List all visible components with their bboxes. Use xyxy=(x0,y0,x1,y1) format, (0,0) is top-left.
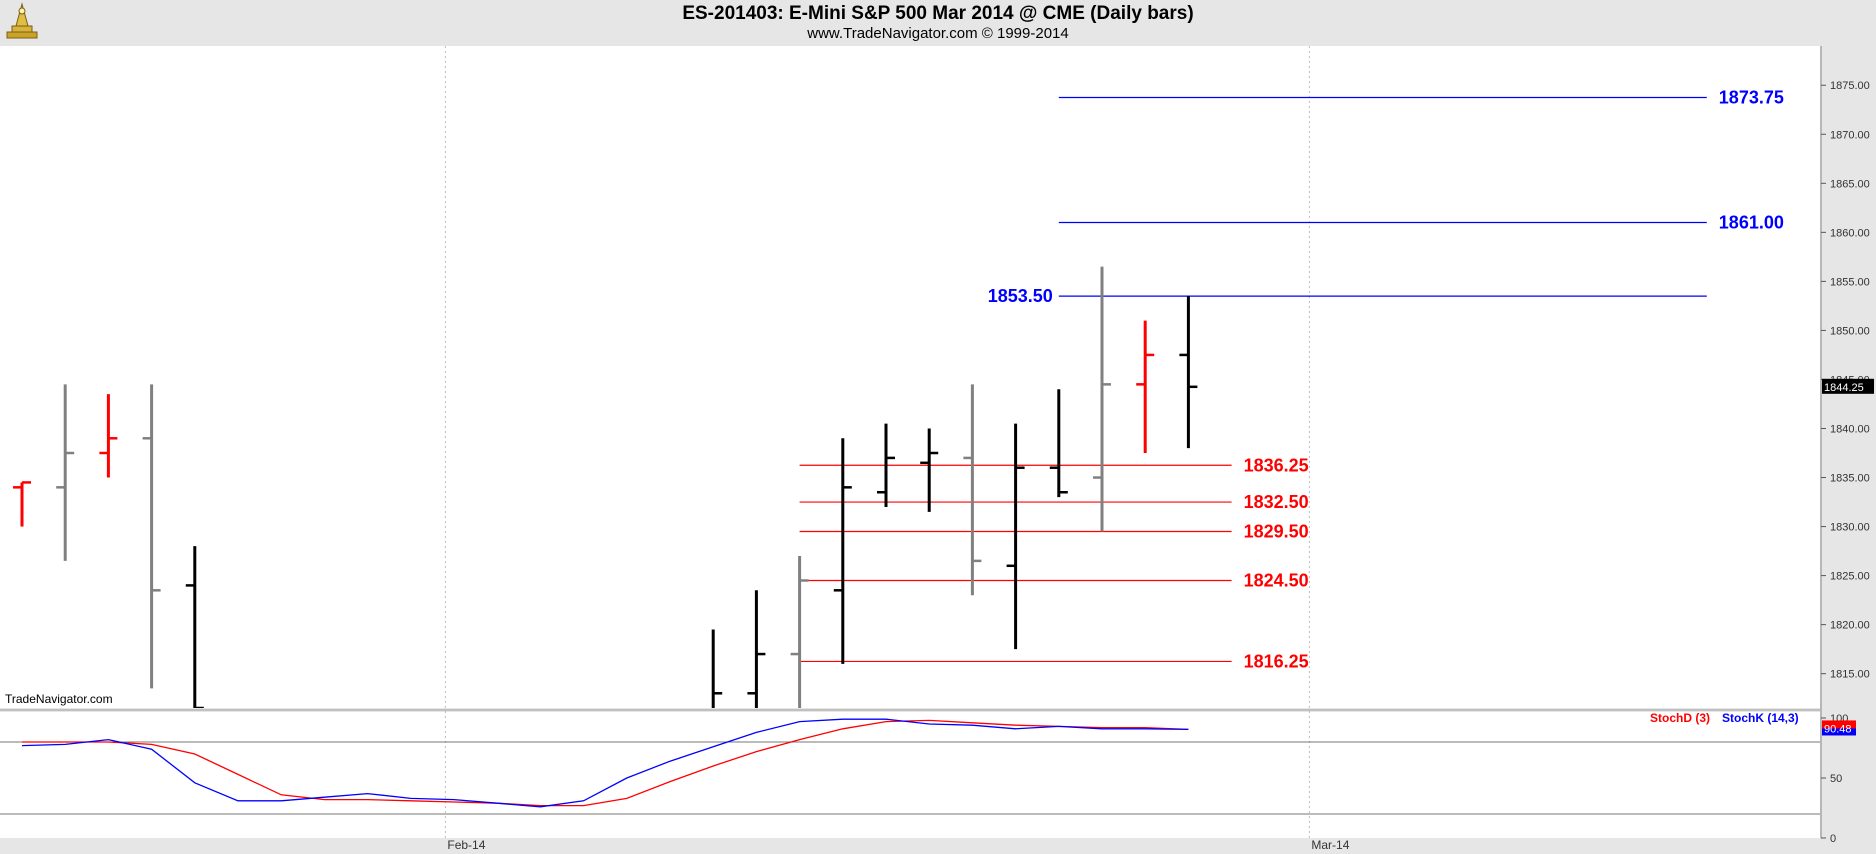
resistance-level-label: 1873.75 xyxy=(1719,87,1784,107)
price-tick-label: 1840.00 xyxy=(1830,423,1870,435)
support-level-label: 1829.50 xyxy=(1244,521,1309,541)
ohlc-bar[interactable] xyxy=(790,555,809,708)
ohlc-bar[interactable] xyxy=(877,423,895,507)
price-tick-label: 1820.00 xyxy=(1830,620,1870,632)
support-level-label: 1824.50 xyxy=(1244,571,1309,591)
price-tick-label: 1835.00 xyxy=(1830,473,1870,485)
chart-header: ES-201403: E-Mini S&P 500 Mar 2014 @ CME… xyxy=(0,0,1876,46)
last-price-label: 1844.25 xyxy=(1824,382,1864,394)
ohlc-bar[interactable] xyxy=(920,428,939,512)
stoch-value-badge-k xyxy=(1822,728,1856,736)
price-tick-label: 1875.00 xyxy=(1830,80,1870,92)
ohlc-bar[interactable] xyxy=(1006,423,1025,650)
ohlc-bar[interactable] xyxy=(833,438,852,664)
ohlc-bar[interactable] xyxy=(963,384,982,596)
ohlc-bar[interactable] xyxy=(1049,389,1068,498)
trade-navigator-logo-icon xyxy=(6,2,38,39)
ohlc-bar[interactable] xyxy=(1093,266,1111,532)
support-level-label: 1836.25 xyxy=(1244,455,1309,475)
stoch-tick-label: 50 xyxy=(1830,773,1842,785)
price-tick-label: 1860.00 xyxy=(1830,227,1870,239)
resistance-level-label: 1853.50 xyxy=(988,286,1053,306)
stochastic-panel[interactable] xyxy=(0,712,1820,838)
resistance-level-label: 1861.00 xyxy=(1719,213,1784,233)
price-tick-label: 1850.00 xyxy=(1830,325,1870,337)
support-level-label: 1816.25 xyxy=(1244,651,1309,671)
chart-title: ES-201403: E-Mini S&P 500 Mar 2014 @ CME… xyxy=(682,3,1194,24)
ohlc-bar[interactable] xyxy=(142,384,161,689)
ohlc-bar[interactable] xyxy=(1179,296,1198,449)
date-tick-label: Mar-14 xyxy=(1311,838,1349,852)
price-tick-label: 1830.00 xyxy=(1830,522,1870,534)
support-level-label: 1832.50 xyxy=(1244,492,1309,512)
watermark: TradeNavigator.com xyxy=(5,692,113,706)
ohlc-bar[interactable] xyxy=(1136,320,1155,454)
price-tick-label: 1870.00 xyxy=(1830,129,1870,141)
ohlc-bar[interactable] xyxy=(13,481,31,527)
stoch-tick-label: 0 xyxy=(1830,833,1836,845)
stoch-series-line[interactable] xyxy=(22,719,1189,807)
ohlc-bar[interactable] xyxy=(185,546,204,708)
legend-stochd: StochD (3) xyxy=(1650,711,1710,725)
stoch-lines xyxy=(21,718,1189,808)
ohlc-bar[interactable] xyxy=(704,629,723,792)
ohlc-bar[interactable] xyxy=(99,394,118,478)
stoch-value-label: 90.48 xyxy=(1824,723,1852,735)
ohlc-bar[interactable] xyxy=(747,590,766,771)
price-tick-label: 1815.00 xyxy=(1830,669,1870,681)
ohlc-bars xyxy=(13,266,1198,792)
last-price-badge xyxy=(1822,378,1874,394)
price-tick-label: 1865.00 xyxy=(1830,178,1870,190)
stoch-series-line[interactable] xyxy=(21,718,1189,808)
date-tick-label: Feb-14 xyxy=(447,838,485,852)
chart-subtitle: www.TradeNavigator.com © 1999-2014 xyxy=(807,25,1069,42)
ohlc-bar[interactable] xyxy=(56,384,75,561)
price-panel[interactable] xyxy=(0,46,1820,708)
legend-stochk: StochK (14,3) xyxy=(1722,711,1799,725)
price-tick-label: 1825.00 xyxy=(1830,571,1870,583)
price-tick-label: 1855.00 xyxy=(1830,276,1870,288)
